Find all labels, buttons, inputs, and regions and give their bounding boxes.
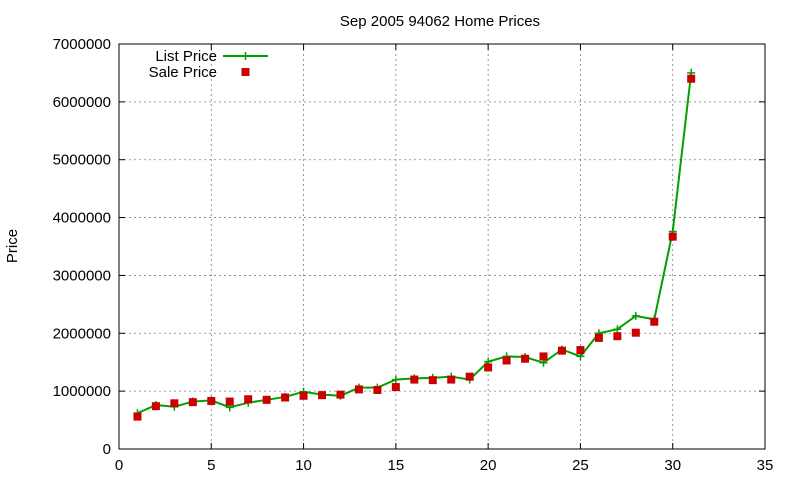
x-tick-label: 35 (757, 457, 774, 474)
sale-price-point (262, 395, 271, 404)
sale-price-point (410, 375, 419, 384)
y-tick-label: 4000000 (53, 210, 111, 227)
x-tick-label: 15 (388, 457, 405, 474)
sale-price-point (631, 328, 640, 337)
legend-marker-list-price (241, 52, 250, 60)
y-tick-label: 7000000 (53, 36, 111, 53)
sale-price-point (668, 232, 677, 241)
sale-price-point (465, 372, 474, 381)
sale-price-point (225, 397, 234, 406)
plot-frame (118, 43, 766, 450)
grid (119, 44, 765, 449)
axis-tick-labels: 0 5 10 15 20 25 30 35 0 1000000 2000000 3000000 4000… (53, 36, 774, 474)
sale-price-point (447, 375, 456, 384)
sale-price-point (391, 383, 400, 392)
y-tick-label: 0 (103, 441, 111, 458)
sale-price-point (687, 74, 696, 83)
sale-price-point (318, 391, 327, 400)
legend: List Price Sale Price (149, 48, 268, 81)
x-tick-label: 25 (572, 457, 589, 474)
series-sale-price (133, 74, 696, 421)
sale-price-point (576, 346, 585, 355)
sale-price-point (207, 396, 216, 405)
sale-price-point (502, 356, 511, 365)
sale-price-point (594, 333, 603, 342)
series-list-price (133, 68, 696, 418)
sale-price-point (336, 390, 345, 399)
list-price-point (391, 375, 400, 384)
x-tick-label: 20 (480, 457, 497, 474)
sale-price-point (650, 317, 659, 326)
sale-price-point (373, 385, 382, 394)
list-price-point (613, 325, 622, 334)
sale-price-point (484, 363, 493, 372)
sale-price-point (151, 402, 160, 411)
sale-price-point (354, 385, 363, 394)
x-tick-label: 10 (295, 457, 312, 474)
sale-price-point (188, 398, 197, 407)
y-tick-label: 6000000 (53, 94, 111, 111)
list-price-line (137, 72, 693, 415)
axis-ticks (118, 43, 766, 450)
y-axis-label: Price (4, 229, 21, 263)
sale-price-point (539, 352, 548, 361)
y-tick-label: 1000000 (53, 383, 111, 400)
data-series (133, 68, 696, 421)
sale-price-point (299, 391, 308, 400)
legend-marker-sale-price (241, 68, 250, 76)
x-tick-label: 5 (207, 457, 215, 474)
sale-price-point (557, 346, 566, 355)
list-price-point (631, 311, 640, 320)
sale-price-point (428, 376, 437, 385)
sale-price-point (133, 412, 142, 421)
sale-price-point (281, 393, 290, 402)
chart-title: Sep 2005 94062 Home Prices (340, 13, 540, 30)
sale-price-point (613, 332, 622, 341)
x-tick-label: 30 (664, 457, 681, 474)
y-tick-label: 3000000 (53, 267, 111, 284)
y-tick-label: 2000000 (53, 325, 111, 342)
sale-price-point (170, 399, 179, 408)
x-tick-label: 0 (115, 457, 123, 474)
sale-price-point (244, 395, 253, 404)
legend-label-list-price: List Price (155, 48, 217, 65)
legend-label-sale-price: Sale Price (149, 64, 217, 81)
sale-price-point (521, 354, 530, 363)
y-tick-label: 5000000 (53, 152, 111, 169)
